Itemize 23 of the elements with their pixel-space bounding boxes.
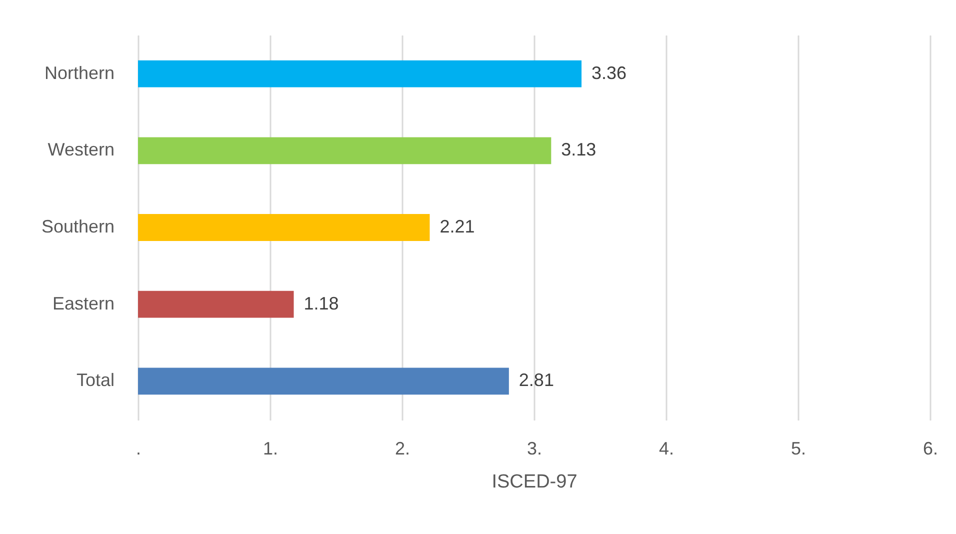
- x-tick-label: 4.: [658, 438, 674, 458]
- y-tick-label: Southern: [41, 216, 114, 236]
- y-tick-label: Northern: [44, 62, 114, 83]
- data-label: 3.13: [561, 140, 596, 160]
- y-tick-label: Western: [48, 140, 114, 160]
- bar: [138, 368, 509, 395]
- x-tick-label: .: [136, 438, 142, 458]
- x-tick-label: 3.: [526, 438, 542, 458]
- x-tick-label: 2.: [394, 438, 410, 458]
- bar: [138, 290, 294, 318]
- x-tick-label: 1.: [262, 438, 278, 458]
- bar: [138, 214, 430, 241]
- x-tick-label: 5.: [790, 438, 806, 458]
- data-label: 2.21: [440, 216, 475, 236]
- bar: [138, 60, 582, 88]
- x-axis-title: ISCED-97: [492, 472, 578, 492]
- data-label: 3.36: [592, 62, 627, 83]
- data-label: 2.81: [518, 370, 554, 390]
- data-label: 1.18: [304, 293, 339, 314]
- y-tick-label: Total: [76, 370, 114, 390]
- y-tick-label: Eastern: [52, 293, 114, 314]
- bar: [138, 137, 552, 164]
- x-tick-label: 6.: [922, 438, 938, 458]
